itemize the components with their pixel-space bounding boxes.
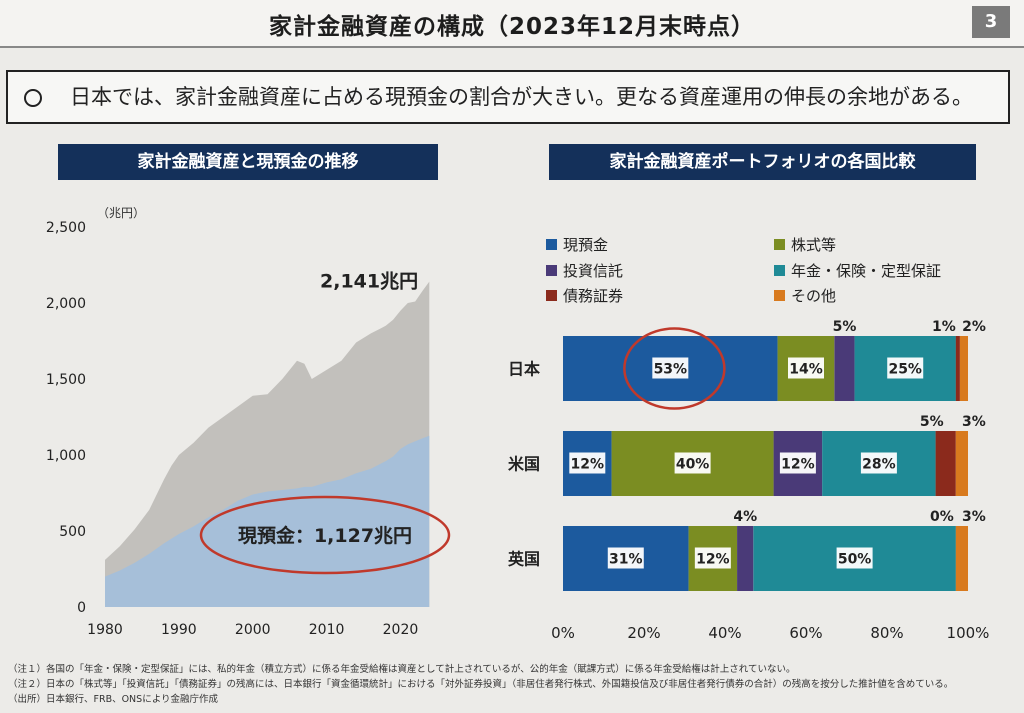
- x-tick-label: 1990: [161, 622, 197, 638]
- data-label: 5%: [833, 319, 857, 335]
- x-tick-label: 0%: [551, 624, 575, 642]
- data-label-box: [694, 547, 731, 569]
- legend-label: 年金・保険・定型保証: [791, 262, 941, 280]
- data-label-box: [607, 547, 644, 569]
- data-label-box: [652, 357, 689, 379]
- footnote: （出所）日本銀行、FRB、ONSにより金融庁作成: [8, 694, 219, 705]
- x-tick-label: 60%: [789, 624, 822, 642]
- cash-value-annotation: 現預金：1,127兆円: [238, 524, 412, 547]
- x-tick-label: 80%: [870, 624, 903, 642]
- data-label: 14%: [789, 362, 823, 378]
- summary-box: 日本では、家計金融資産に占める現預金の割合が大きい。更なる資産運用の伸長の余地が…: [6, 70, 1010, 124]
- data-label: 12%: [781, 457, 815, 473]
- footnotes: （注１）各国の「年金・保険・定型保証」には、私的年金（積立方式）に係る年金受給権…: [8, 662, 1018, 707]
- data-label-box: [860, 452, 897, 474]
- legend-swatch: [774, 290, 785, 301]
- data-label: 53%: [654, 362, 688, 378]
- x-tick-label: 20%: [627, 624, 660, 642]
- x-tick-label: 2010: [309, 622, 345, 638]
- data-label: 12%: [696, 552, 730, 568]
- data-label: 12%: [571, 457, 605, 473]
- bar-segment: [955, 526, 968, 591]
- y-tick-label: 1,000: [46, 448, 86, 464]
- x-tick-label: 2020: [383, 622, 419, 638]
- x-tick-label: 40%: [708, 624, 741, 642]
- x-tick-label: 1980: [87, 622, 123, 638]
- legend-label: 債務証券: [563, 287, 623, 305]
- y-tick-label: 2,000: [46, 296, 86, 312]
- legend-swatch: [774, 239, 785, 250]
- category-label: 英国: [507, 550, 540, 569]
- data-label: 3%: [962, 414, 986, 430]
- summary-text: 日本では、家計金融資産に占める現預金の割合が大きい。更なる資産運用の伸長の余地が…: [70, 85, 973, 109]
- legend-swatch: [546, 290, 557, 301]
- title-bar: 家計金融資産の構成（2023年12月末時点） 3: [0, 0, 1024, 48]
- data-label-box: [569, 452, 606, 474]
- data-label: 2%: [962, 319, 986, 335]
- right-panel-title: 家計金融資産ポートフォリオの各国比較: [549, 144, 976, 180]
- legend-swatch: [546, 239, 557, 250]
- data-label: 50%: [838, 552, 872, 568]
- left-panel-title: 家計金融資産と現預金の推移: [58, 144, 438, 180]
- data-label: 25%: [888, 362, 922, 378]
- bar-segment: [935, 431, 956, 496]
- y-tick-label: 2,500: [46, 220, 86, 236]
- legend-label: 現預金: [563, 236, 608, 254]
- legend-swatch: [774, 265, 785, 276]
- data-label: 28%: [862, 457, 896, 473]
- total-value-annotation: 2,141兆円: [320, 271, 418, 293]
- legend-label: その他: [791, 287, 836, 305]
- data-label: 5%: [920, 414, 944, 430]
- page-title: 家計金融資産の構成（2023年12月末時点）: [268, 14, 756, 40]
- cash-deposits-area: [105, 435, 430, 607]
- category-label: 日本: [508, 360, 540, 379]
- legend-label: 株式等: [791, 236, 836, 254]
- data-label: 4%: [733, 509, 757, 525]
- y-tick-label: 0: [77, 600, 86, 616]
- category-label: 米国: [508, 455, 540, 474]
- bullet-circle-icon: [24, 89, 42, 107]
- data-label: 0%: [930, 509, 954, 525]
- bar-segment: [955, 336, 960, 401]
- area-chart: （兆円） 0 500 1,000 1,500 2,000 2,500 1980 1990 2000…: [46, 206, 451, 638]
- bar-segment: [959, 336, 968, 401]
- data-label-box: [674, 452, 711, 474]
- legend-swatch: [546, 265, 557, 276]
- data-label: 1%: [932, 319, 956, 335]
- highlight-ellipse: [623, 327, 726, 410]
- y-tick-label: 500: [59, 524, 86, 540]
- data-label-box: [887, 357, 924, 379]
- data-label: 3%: [962, 509, 986, 525]
- legend-label: 投資信託: [563, 262, 623, 280]
- data-label: 31%: [609, 552, 643, 568]
- bar-segment: [737, 526, 754, 591]
- data-label: 40%: [676, 457, 710, 473]
- x-tick-label: 100%: [947, 624, 990, 642]
- y-axis-unit-label: （兆円）: [97, 206, 145, 220]
- bar-segment: [955, 431, 968, 496]
- page-number: 3: [972, 6, 1010, 38]
- y-tick-label: 1,500: [46, 372, 86, 388]
- footnote: （注１）各国の「年金・保険・定型保証」には、私的年金（積立方式）に係る年金受給権…: [8, 664, 796, 675]
- data-label-box: [788, 357, 824, 379]
- x-tick-label: 2000: [235, 622, 271, 638]
- highlight-ellipse: [199, 495, 451, 575]
- footnote: （注２）日本の「株式等」「投資信託」「債務証券」の残高には、日本銀行「資金循環統…: [8, 679, 954, 690]
- data-label-box: [836, 547, 873, 569]
- bar-segment: [834, 336, 855, 401]
- data-label-box: [779, 452, 816, 474]
